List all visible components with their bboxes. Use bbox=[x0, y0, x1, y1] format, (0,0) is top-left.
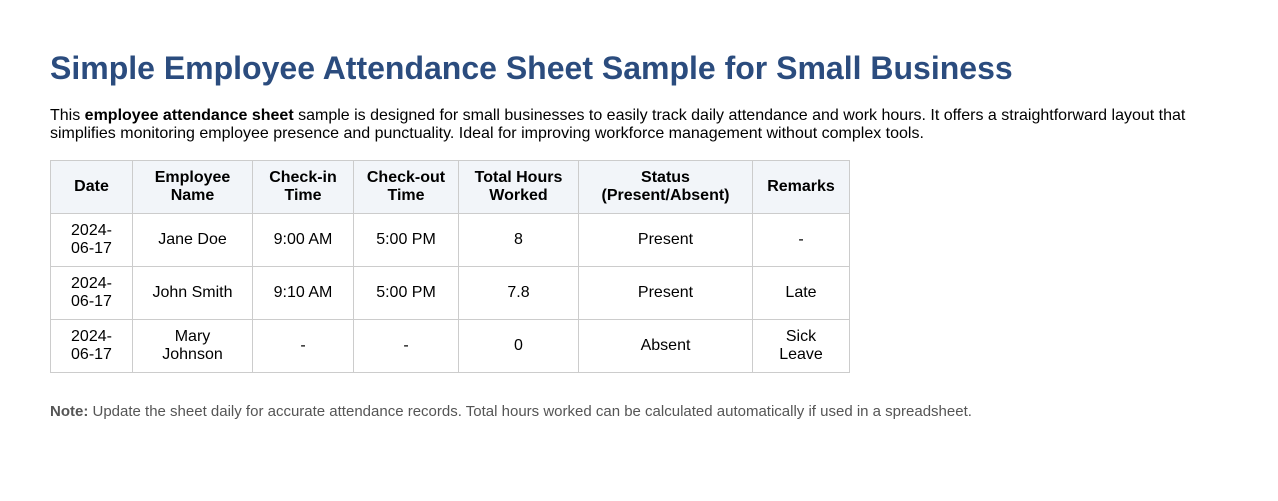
table-row: 2024- 06-17 John Smith 9:10 AM 5:00 PM 7.8 Pre… bbox=[50, 266, 850, 320]
cell-text-line: Johnson bbox=[162, 346, 223, 363]
table-header-row: Date Employee Name Check-in Time Check-out Tim… bbox=[50, 160, 850, 214]
cell-text-line: Present bbox=[637, 284, 694, 301]
cell-check-out-time: 5:00 PM bbox=[353, 213, 459, 267]
header-text-line: Date bbox=[74, 178, 109, 195]
cell-status: Present bbox=[578, 266, 753, 320]
note-text: Update the sheet daily for accurate atte… bbox=[88, 403, 972, 420]
page-title: Simple Employee Attendance Sheet Sample … bbox=[50, 50, 1013, 86]
cell-remarks: Late bbox=[752, 266, 850, 320]
table-body: 2024- 06-17 Jane Doe 9:00 AM 5:00 PM 8 Present… bbox=[50, 213, 850, 373]
cell-text-line: 7.8 bbox=[507, 284, 530, 301]
cell-text-line: Late bbox=[785, 284, 817, 301]
intro-paragraph: This employee attendance sheet sample is… bbox=[50, 107, 1210, 143]
cell-text-line: 0 bbox=[514, 337, 523, 354]
cell-text-line: 2024- bbox=[71, 222, 112, 239]
cell-employee-name: Jane Doe bbox=[132, 213, 253, 267]
cell-date: 2024- 06-17 bbox=[50, 319, 133, 373]
column-header-remarks: Remarks bbox=[752, 160, 850, 214]
cell-check-in-time: 9:10 AM bbox=[252, 266, 354, 320]
cell-text-line: 2024- bbox=[71, 275, 112, 292]
cell-text-line: 8 bbox=[514, 231, 523, 248]
header-text-line: Name bbox=[170, 187, 215, 204]
cell-date: 2024- 06-17 bbox=[50, 266, 133, 320]
header-text-line: Remarks bbox=[767, 178, 835, 195]
cell-text-line: - bbox=[300, 337, 306, 354]
cell-text-line: 9:10 AM bbox=[273, 284, 333, 301]
cell-text-line: Jane Doe bbox=[158, 231, 227, 248]
header-text-line: Total Hours bbox=[474, 169, 563, 186]
header-text-line: Worked bbox=[489, 187, 548, 204]
intro-suffix: sample is designed for small businesses … bbox=[50, 107, 1186, 142]
cell-text-line: - bbox=[403, 337, 409, 354]
cell-status: Absent bbox=[578, 319, 753, 373]
cell-date: 2024- 06-17 bbox=[50, 213, 133, 267]
cell-remarks: Sick Leave bbox=[752, 319, 850, 373]
header-text-line: Time bbox=[284, 187, 322, 204]
cell-text-line: 9:00 AM bbox=[273, 231, 333, 248]
cell-check-in-time: - bbox=[252, 319, 354, 373]
column-header-check-in-time: Check-in Time bbox=[252, 160, 354, 214]
cell-remarks: - bbox=[752, 213, 850, 267]
cell-text-line: 5:00 PM bbox=[376, 284, 436, 301]
column-header-employee-name: Employee Name bbox=[132, 160, 253, 214]
cell-total-hours-worked: 7.8 bbox=[458, 266, 579, 320]
cell-text-line: - bbox=[798, 231, 804, 248]
header-text-line: Time bbox=[387, 187, 425, 204]
cell-text-line: Present bbox=[637, 231, 694, 248]
cell-text-line: Sick bbox=[785, 328, 817, 345]
cell-check-out-time: 5:00 PM bbox=[353, 266, 459, 320]
cell-text-line: 06-17 bbox=[71, 346, 112, 363]
cell-text-line: Mary bbox=[174, 328, 211, 345]
header-text-line: Check-out bbox=[366, 169, 446, 186]
attendance-table: Date Employee Name Check-in Time Check-out Tim… bbox=[50, 160, 850, 373]
cell-employee-name: John Smith bbox=[132, 266, 253, 320]
header-text-line: Employee bbox=[154, 169, 231, 186]
cell-total-hours-worked: 8 bbox=[458, 213, 579, 267]
intro-bold-term: employee attendance sheet bbox=[84, 107, 294, 124]
cell-text-line: John Smith bbox=[152, 284, 233, 301]
cell-status: Present bbox=[578, 213, 753, 267]
table-row: 2024- 06-17 Mary Johnson - -0 Absent Sick Leave bbox=[50, 319, 850, 373]
header-text-line: (Present/Absent) bbox=[601, 187, 730, 204]
cell-text-line: 06-17 bbox=[71, 240, 112, 257]
cell-text-line: 5:00 PM bbox=[376, 231, 436, 248]
column-header-status: Status (Present/Absent) bbox=[578, 160, 753, 214]
cell-text-line: Leave bbox=[779, 346, 823, 363]
footer-note: Note: Update the sheet daily for accurat… bbox=[50, 403, 1228, 420]
header-text-line: Check-in bbox=[269, 169, 337, 186]
table-row: 2024- 06-17 Jane Doe 9:00 AM 5:00 PM 8 Present… bbox=[50, 213, 850, 267]
cell-employee-name: Mary Johnson bbox=[132, 319, 253, 373]
header-text-line: Status bbox=[641, 169, 690, 186]
cell-check-out-time: - bbox=[353, 319, 459, 373]
note-label: Note: bbox=[50, 403, 89, 420]
column-header-date: Date bbox=[50, 160, 133, 214]
intro-prefix: This bbox=[50, 107, 85, 124]
column-header-check-out-time: Check-out Time bbox=[353, 160, 459, 214]
cell-check-in-time: 9:00 AM bbox=[252, 213, 354, 267]
cell-text-line: 2024- bbox=[71, 328, 112, 345]
cell-total-hours-worked: 0 bbox=[458, 319, 579, 373]
document-page: Simple Employee Attendance Sheet Sample … bbox=[50, 50, 1228, 420]
cell-text-line: 06-17 bbox=[71, 293, 112, 310]
column-header-total-hours-worked: Total Hours Worked bbox=[458, 160, 579, 214]
cell-text-line: Absent bbox=[640, 337, 691, 354]
